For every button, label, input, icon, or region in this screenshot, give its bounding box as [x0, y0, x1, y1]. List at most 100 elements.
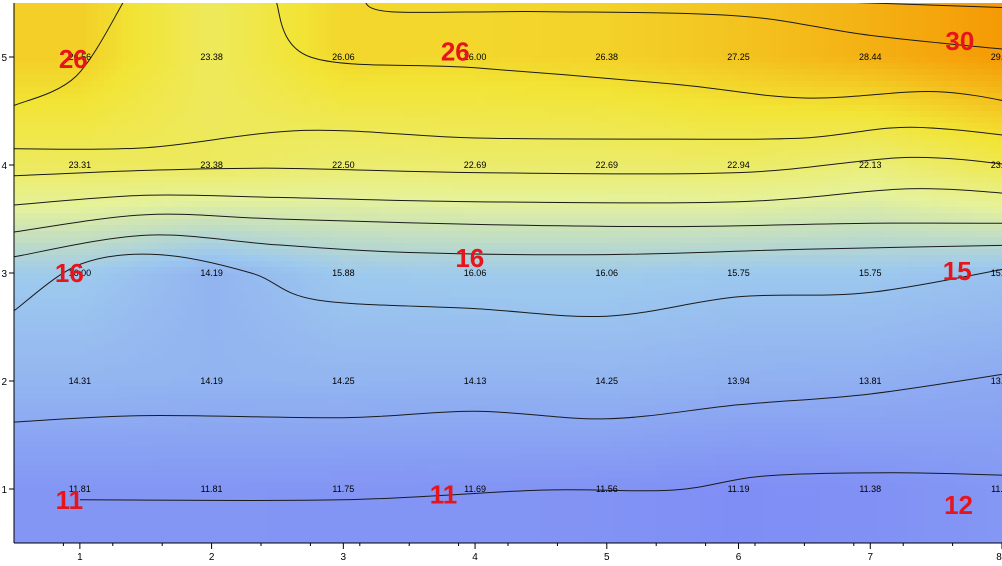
heat-cell: [158, 57, 165, 64]
heat-cell: [248, 87, 255, 94]
heat-cell: [254, 321, 261, 328]
heat-cell: [152, 393, 159, 400]
heat-cell: [206, 123, 213, 130]
heat-cell: [320, 9, 327, 16]
heat-cell: [146, 525, 153, 532]
heat-cell: [20, 15, 27, 22]
heat-cell: [254, 147, 261, 154]
heat-cell: [56, 93, 63, 100]
heat-cell: [56, 471, 63, 478]
heat-cell: [92, 303, 99, 310]
heat-cell: [278, 117, 285, 124]
heat-cell: [224, 531, 231, 538]
heat-cell: [170, 183, 177, 190]
heat-cell: [212, 369, 219, 376]
heat-cell: [68, 525, 75, 532]
heat-cell: [236, 153, 243, 160]
heat-cell: [92, 189, 99, 196]
heat-cell: [38, 483, 45, 490]
heat-cell: [200, 285, 207, 292]
heat-cell: [218, 273, 225, 280]
heat-cell: [272, 405, 279, 412]
heat-cell: [104, 459, 111, 466]
heat-cell: [254, 129, 261, 136]
heat-cell: [140, 57, 147, 64]
heat-cell: [26, 477, 33, 484]
heat-cell: [164, 309, 171, 316]
heat-cell: [272, 381, 279, 388]
heat-cell: [200, 537, 207, 543]
heat-cell: [110, 45, 117, 52]
heat-cell: [248, 237, 255, 244]
heat-cell: [242, 39, 249, 46]
heat-cell: [284, 15, 291, 22]
heat-cell: [200, 231, 207, 238]
heat-cell: [224, 405, 231, 412]
heat-cell: [236, 285, 243, 292]
heat-cell: [158, 495, 165, 502]
heat-cell: [326, 39, 333, 46]
heat-cell: [290, 531, 297, 538]
heat-cell: [98, 345, 105, 352]
heat-cell: [224, 243, 231, 250]
heat-cell: [128, 291, 135, 298]
heat-cell: [158, 525, 165, 532]
heat-cell: [308, 369, 315, 376]
heat-cell: [140, 195, 147, 202]
heat-cell: [236, 483, 243, 490]
heat-cell: [104, 501, 111, 508]
heat-cell: [62, 345, 69, 352]
heat-cell: [278, 423, 285, 430]
heat-cell: [14, 399, 21, 406]
heat-cell: [242, 129, 249, 136]
heat-cell: [80, 489, 87, 496]
heat-cell: [38, 189, 45, 196]
heat-cell: [236, 93, 243, 100]
heat-cell: [236, 321, 243, 328]
heat-cell: [26, 111, 33, 118]
heat-cell: [320, 531, 327, 538]
heat-cell: [236, 201, 243, 208]
heat-cell: [272, 63, 279, 70]
heat-cell: [86, 153, 93, 160]
heat-cell: [80, 345, 87, 352]
heat-cell: [266, 219, 273, 226]
heat-cell: [68, 129, 75, 136]
heat-cell: [152, 357, 159, 364]
heat-cell: [206, 357, 213, 364]
heat-cell: [80, 291, 87, 298]
heat-cell: [152, 423, 159, 430]
heat-cell: [110, 429, 117, 436]
heat-cell: [296, 477, 303, 484]
heat-cell: [320, 357, 327, 364]
heat-cell: [74, 153, 81, 160]
heat-cell: [188, 129, 195, 136]
heat-cell: [272, 237, 279, 244]
heat-cell: [224, 273, 231, 280]
heat-cell: [116, 375, 123, 382]
heat-cell: [290, 465, 297, 472]
heat-cell: [230, 351, 237, 358]
heat-cell: [194, 273, 201, 280]
heat-cell: [152, 117, 159, 124]
heat-cell: [248, 243, 255, 250]
heat-cell: [230, 465, 237, 472]
heat-cell: [86, 345, 93, 352]
heat-cell: [122, 489, 129, 496]
heat-cell: [68, 411, 75, 418]
heat-cell: [278, 129, 285, 136]
heat-cell: [152, 477, 159, 484]
heat-cell: [242, 141, 249, 148]
heat-cell: [290, 27, 297, 34]
heat-cell: [272, 147, 279, 154]
heat-cell: [338, 381, 345, 388]
heat-cell: [26, 213, 33, 220]
heat-cell: [74, 183, 81, 190]
heat-cell: [158, 147, 165, 154]
heat-cell: [98, 249, 105, 256]
heat-cell: [26, 255, 33, 262]
heat-cell: [320, 513, 327, 520]
heat-cell: [98, 507, 105, 514]
heat-cell: [104, 405, 111, 412]
heat-cell: [38, 351, 45, 358]
